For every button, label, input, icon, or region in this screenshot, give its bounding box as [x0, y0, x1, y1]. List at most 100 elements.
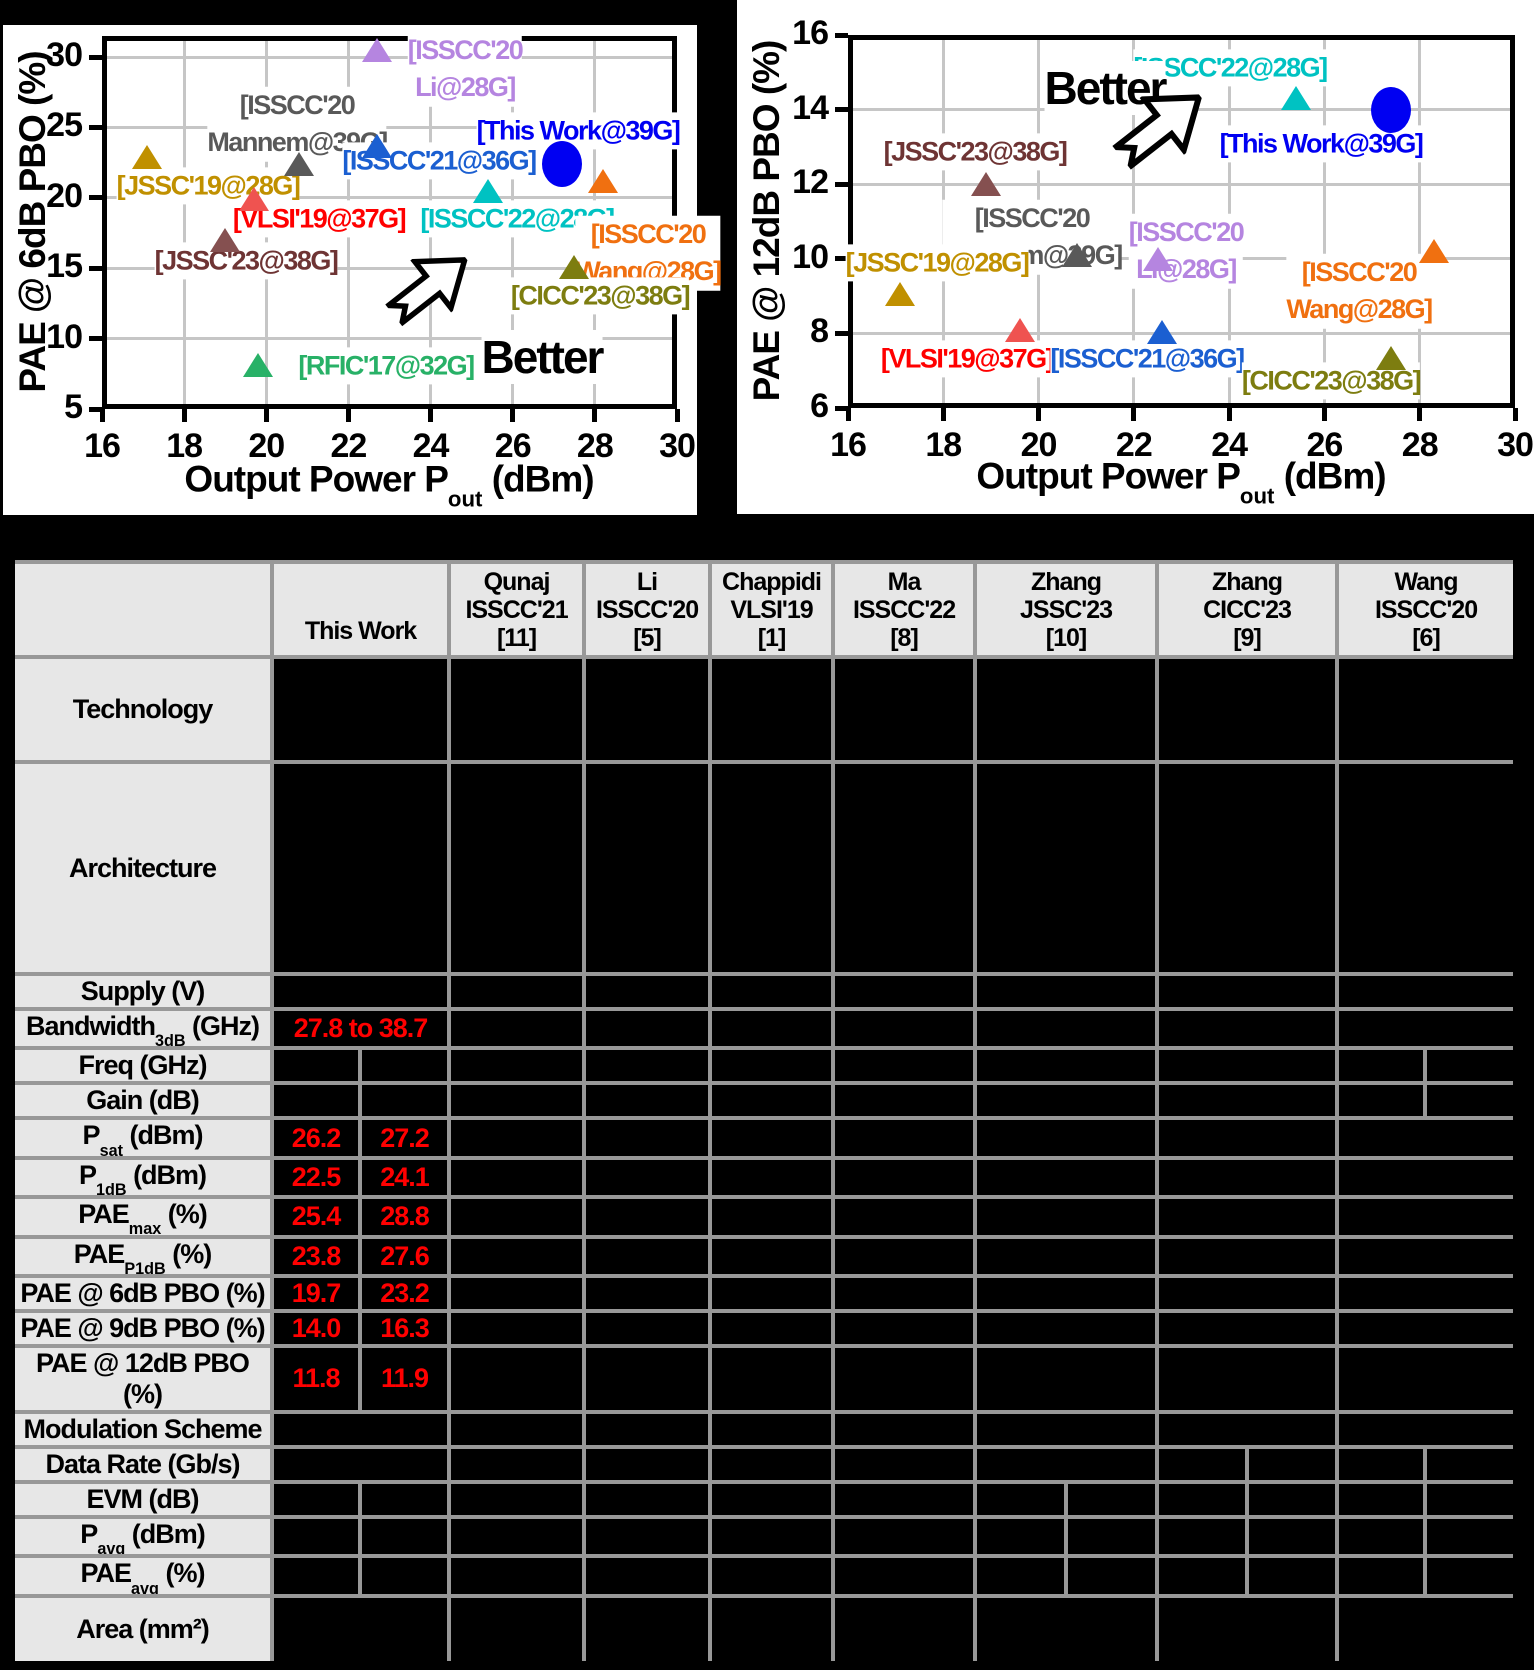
header-line: VLSI'19 — [730, 595, 813, 624]
cell-this_work-b: 27.6 — [357, 1234, 452, 1278]
label-line: [ISSCC'20 — [1301, 256, 1418, 287]
data-point-label-isscc20-wang: [ISSCC'20 Wang@28G] — [1286, 253, 1433, 329]
y-tickmark — [89, 406, 102, 412]
cell-this_work-b: 27.2 — [357, 1116, 452, 1160]
x-tick-label: 20 — [1020, 426, 1058, 464]
label-line: Wang@28G] — [1286, 294, 1433, 324]
cell-this_work-b — [357, 1479, 452, 1519]
cell-li — [582, 1046, 713, 1086]
y-tick-label: 16 — [792, 13, 829, 52]
cell-this_work — [269, 1444, 452, 1484]
cell-zhang_cicc-a — [1155, 1444, 1250, 1484]
cell-chappidi — [708, 1479, 836, 1519]
data-point-isscc20-wang — [1419, 239, 1449, 264]
gridline-y — [102, 125, 677, 129]
cell-zhang_jssc — [973, 760, 1160, 976]
cell-chappidi — [708, 1593, 836, 1661]
cell-zhang_cicc — [1155, 1046, 1340, 1086]
x-tick-label: 24 — [412, 427, 450, 465]
cell-zhang_jssc-b — [1064, 1514, 1160, 1559]
header-line: This Work — [304, 617, 417, 645]
header-line: ISSCC'20 — [595, 595, 699, 624]
cell-wang — [1335, 1593, 1514, 1661]
x-tick-label: 18 — [925, 426, 962, 464]
x-tick-label: 28 — [576, 427, 614, 465]
y-tickmark — [835, 330, 848, 336]
cell-qunaj — [447, 1273, 587, 1313]
cell-this_work — [269, 655, 452, 764]
cell-ma — [831, 655, 978, 764]
cell-zhang_jssc-a — [973, 1554, 1069, 1598]
y-tick-label: 5 — [64, 387, 83, 426]
row-label: PAE @ 12dB PBO (%) — [15, 1343, 274, 1414]
cell-qunaj — [447, 1444, 587, 1484]
cell-this_work-b: 11.9 — [357, 1343, 452, 1414]
header-line: [5] — [633, 623, 662, 652]
header-line: [11] — [496, 623, 537, 652]
data-point-vlsi19 — [238, 187, 269, 212]
cell-wang — [1335, 1343, 1514, 1414]
header-line: [8] — [890, 623, 919, 652]
data-point-jssc23 — [971, 172, 1002, 197]
column-header-zhang_cicc: Zhang CICC'23 [9] — [1155, 560, 1340, 659]
cell-chappidi — [708, 1308, 836, 1348]
cell-chappidi — [708, 1409, 836, 1449]
cell-this_work-b: 16.3 — [357, 1308, 452, 1348]
cell-ma — [831, 1593, 978, 1661]
x-axis-title: Output Power Pout (dBm) — [184, 458, 594, 512]
x-tick-label: 26 — [494, 427, 532, 465]
x-tick-label: 28 — [1401, 426, 1439, 464]
cell-this_work-b — [357, 1081, 452, 1121]
better-label: Better — [481, 330, 604, 384]
cell-zhang_jssc — [973, 1081, 1160, 1121]
label-line: Li@28G] — [415, 72, 516, 102]
data-point-label-isscc21: [ISSCC'21@36G] — [1050, 340, 1245, 378]
row-label: Data Rate (Gb/s) — [15, 1444, 274, 1484]
data-point-label-jssc19: [JSSC'19@28G] — [845, 244, 1030, 282]
x-tickmark — [592, 409, 598, 422]
cell-zhang_jssc — [973, 1409, 1160, 1449]
cell-wang-b — [1423, 1081, 1514, 1121]
y-tickmark — [835, 107, 848, 113]
y-tick-label: 25 — [46, 106, 83, 145]
cell-this_work — [269, 1409, 452, 1449]
cell-zhang_jssc — [973, 1234, 1160, 1278]
cell-this_work-b — [357, 1514, 452, 1559]
cell-zhang_cicc — [1155, 760, 1340, 976]
cell-zhang_cicc — [1155, 1234, 1340, 1278]
row-label: Pavg (dBm) — [15, 1514, 274, 1559]
data-point-cicc23 — [1376, 345, 1407, 370]
header-line: [1] — [757, 623, 787, 652]
cell-chappidi — [708, 655, 836, 764]
x-tick-label: 20 — [248, 427, 285, 465]
data-point-label-this-work: [This Work@39G] — [1219, 125, 1424, 163]
cell-qunaj — [447, 1308, 587, 1348]
cell-wang-b — [1423, 1479, 1514, 1519]
x-tick-label: 16 — [830, 426, 867, 464]
cell-qunaj — [447, 1479, 587, 1519]
cell-ma — [831, 1155, 978, 1200]
cell-this_work: 27.8 to 38.7 — [269, 1006, 452, 1051]
cell-li — [582, 1343, 713, 1414]
cell-chappidi — [708, 1343, 836, 1414]
x-tickmark — [1226, 408, 1232, 421]
row-label: PAEavg (%) — [15, 1554, 274, 1598]
y-tickmark — [835, 181, 848, 187]
cell-qunaj — [447, 1116, 587, 1160]
subscript: max — [128, 1220, 162, 1237]
gridline-y — [848, 331, 1515, 335]
y-tick-label: 12 — [792, 163, 829, 202]
cell-li — [582, 1554, 713, 1598]
x-tick-label: 18 — [166, 427, 203, 465]
better-arrow-icon — [373, 233, 486, 342]
row-label: PAEmax (%) — [15, 1195, 274, 1239]
cell-wang-b — [1423, 1046, 1514, 1086]
y-axis-title: PAE @ 6dB PBO (%) — [12, 51, 53, 393]
cell-zhang_jssc — [973, 1195, 1160, 1239]
cell-zhang_jssc-b — [1064, 1554, 1160, 1598]
column-header-qunaj: Qunaj ISSCC'21 [11] — [447, 560, 587, 659]
cell-wang-a — [1335, 1046, 1428, 1086]
cell-chappidi — [708, 1155, 836, 1200]
subscript: sat — [99, 1141, 123, 1158]
